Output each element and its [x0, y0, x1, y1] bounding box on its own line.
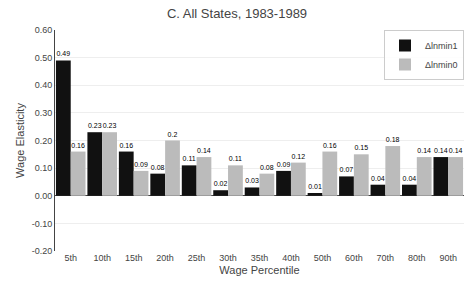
svg-text:80th: 80th — [408, 253, 426, 263]
svg-text:0.04: 0.04 — [403, 175, 417, 182]
svg-text:5th: 5th — [64, 253, 77, 263]
svg-text:0.11: 0.11 — [229, 155, 242, 162]
svg-text:0.18: 0.18 — [386, 136, 400, 143]
svg-text:0.15: 0.15 — [354, 144, 368, 151]
svg-text:Wage Percentile: Wage Percentile — [219, 264, 299, 276]
svg-text:0.16: 0.16 — [71, 142, 85, 149]
svg-text:0.10: 0.10 — [35, 163, 53, 173]
svg-text:25th: 25th — [188, 253, 206, 263]
svg-text:0.04: 0.04 — [371, 175, 385, 182]
svg-text:Δlnmin1: Δlnmin1 — [425, 41, 458, 51]
svg-text:0.30: 0.30 — [35, 108, 53, 118]
svg-text:0.23: 0.23 — [88, 122, 102, 129]
svg-text:0.01: 0.01 — [308, 183, 322, 190]
svg-text:0.12: 0.12 — [291, 153, 305, 160]
svg-text:40th: 40th — [282, 253, 300, 263]
svg-text:0.40: 0.40 — [35, 80, 53, 90]
svg-text:0.11: 0.11 — [183, 155, 196, 162]
svg-text:0.14: 0.14 — [449, 147, 463, 154]
svg-text:35th: 35th — [251, 253, 269, 263]
svg-text:0.08: 0.08 — [260, 164, 274, 171]
svg-text:0.50: 0.50 — [35, 53, 53, 63]
svg-text:0.03: 0.03 — [245, 177, 259, 184]
svg-text:60th: 60th — [345, 253, 363, 263]
svg-text:0.16: 0.16 — [119, 142, 133, 149]
svg-text:0.00: 0.00 — [35, 191, 53, 201]
svg-text:50th: 50th — [314, 253, 332, 263]
svg-text:-0.20: -0.20 — [32, 246, 53, 256]
svg-text:0.09: 0.09 — [277, 161, 291, 168]
svg-text:0.14: 0.14 — [197, 147, 211, 154]
svg-text:0.07: 0.07 — [340, 166, 354, 173]
svg-text:0.23: 0.23 — [103, 122, 117, 129]
svg-text:C. All States, 1983-1989: C. All States, 1983-1989 — [167, 6, 307, 21]
svg-text:0.14: 0.14 — [417, 147, 431, 154]
svg-text:70th: 70th — [377, 253, 395, 263]
svg-text:0.14: 0.14 — [434, 147, 448, 154]
svg-text:90th: 90th — [440, 253, 458, 263]
svg-text:-0.10: -0.10 — [32, 219, 53, 229]
svg-text:0.02: 0.02 — [214, 180, 228, 187]
svg-text:Δlnmin0: Δlnmin0 — [425, 60, 458, 70]
svg-text:0.08: 0.08 — [151, 164, 165, 171]
svg-text:0.2: 0.2 — [168, 131, 178, 138]
svg-text:0.16: 0.16 — [323, 142, 337, 149]
svg-text:15th: 15th — [125, 253, 143, 263]
svg-text:10th: 10th — [93, 253, 111, 263]
svg-text:0.49: 0.49 — [56, 50, 70, 57]
svg-text:20th: 20th — [156, 253, 174, 263]
svg-text:Wage Elasticity: Wage Elasticity — [14, 103, 26, 178]
svg-text:0.09: 0.09 — [134, 161, 148, 168]
svg-text:30th: 30th — [219, 253, 237, 263]
svg-text:0.20: 0.20 — [35, 136, 53, 146]
svg-text:0.60: 0.60 — [35, 25, 53, 35]
